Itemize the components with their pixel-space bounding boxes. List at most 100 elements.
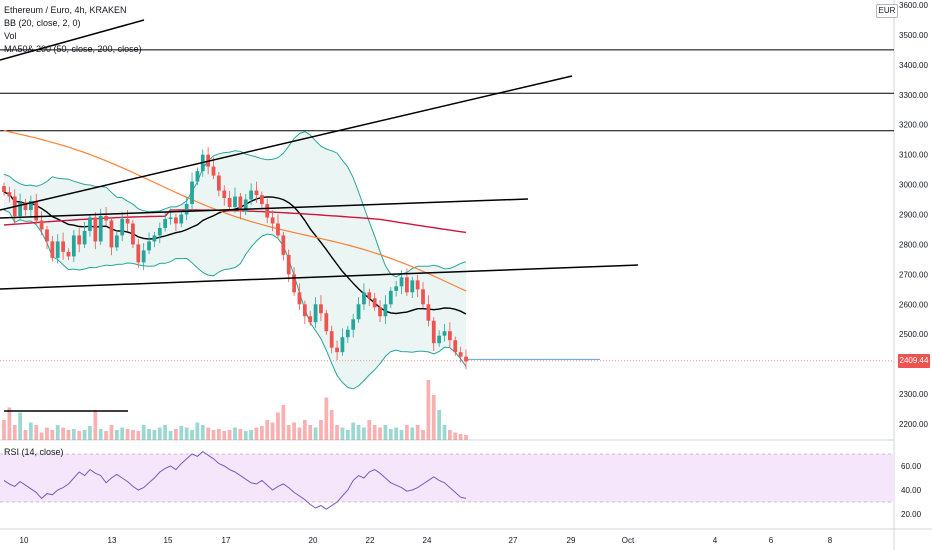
volume-bar <box>222 431 227 440</box>
time-tick-label: Oct <box>622 536 635 545</box>
candle-body <box>329 331 334 348</box>
volume-bar <box>71 429 76 440</box>
rsi-legend[interactable]: RSI (14, close) <box>4 447 64 457</box>
bb-legend[interactable]: BB (20, close, 2, 0) <box>4 18 81 28</box>
rsi-band <box>0 454 894 502</box>
volume-bar <box>399 430 404 440</box>
bb-fill <box>4 131 466 389</box>
candle-body <box>18 202 22 216</box>
volume-bar <box>131 430 135 440</box>
volume-bar <box>168 431 173 440</box>
volume-bar <box>394 427 399 440</box>
time-tick-label: 17 <box>222 536 231 545</box>
volume-bar <box>45 427 49 440</box>
candle-body <box>152 235 157 242</box>
price-tick-label: 2300.00 <box>899 390 928 399</box>
volume-bar <box>39 432 44 440</box>
candle-body <box>77 235 82 245</box>
rsi-tick-label: 40.00 <box>901 486 922 495</box>
volume-bar <box>238 429 243 440</box>
candle-body <box>340 337 345 353</box>
volume-bar <box>297 427 302 440</box>
volume-bar <box>217 429 221 440</box>
candle-body <box>367 292 372 299</box>
candle-body <box>308 316 313 323</box>
candle-body <box>82 230 87 245</box>
candle-body <box>372 298 377 308</box>
volume-bar <box>431 395 436 440</box>
volume-bar <box>254 427 259 440</box>
time-axis[interactable]: 10 13 15 17 20 22 24 27 29 Oct 4 6 8 <box>20 536 833 545</box>
vol-legend[interactable]: Vol <box>4 31 17 41</box>
volume-bar <box>415 425 420 440</box>
volume-bar <box>356 425 361 440</box>
price-tick-label: 2200.00 <box>899 420 928 429</box>
currency-badge[interactable]: EUR <box>876 4 898 18</box>
candle-body <box>2 186 6 193</box>
rsi-tick-label: 20.00 <box>901 510 922 519</box>
candle-body <box>286 254 291 275</box>
candle-body <box>23 202 28 211</box>
bb-lower-band <box>3 209 467 390</box>
candle-body <box>131 223 135 245</box>
volume-bar <box>319 420 323 440</box>
candle-body <box>222 190 227 199</box>
candle-body <box>243 199 248 212</box>
volume-bar <box>324 397 329 440</box>
candle-body <box>88 217 92 231</box>
candle-body <box>98 215 103 242</box>
volume-bar <box>453 432 458 440</box>
candle-body <box>120 218 125 236</box>
volume-bar <box>388 429 393 440</box>
volume-bar <box>157 427 162 440</box>
candle-body <box>254 190 259 196</box>
volume-bar <box>378 427 382 440</box>
rsi-axis: 20.00 40.00 60.00 <box>901 462 922 519</box>
last-price-label: 2409.44 <box>898 354 930 368</box>
volume-bar <box>437 410 442 440</box>
volume-bar <box>227 430 232 440</box>
trend-line <box>0 19 145 61</box>
volume-bar <box>66 430 71 440</box>
volume-bar <box>421 430 425 440</box>
volume-bar <box>464 435 468 440</box>
candle-body <box>45 229 49 242</box>
volume-bar <box>18 412 22 440</box>
candle-body <box>61 241 65 252</box>
candle-body <box>125 218 130 224</box>
volume-bar <box>2 420 6 440</box>
time-tick-label: 13 <box>108 536 117 545</box>
trend-lines[interactable] <box>0 19 639 412</box>
candle-body <box>7 192 12 197</box>
volume-bar <box>23 430 28 440</box>
volume-bar <box>184 427 189 440</box>
volume-bar <box>405 425 409 440</box>
volume-bar <box>61 427 65 440</box>
volume-bar <box>302 420 307 440</box>
symbol-title[interactable]: Ethereum / Euro, 4h, KRAKEN <box>4 5 127 15</box>
volume-bar <box>329 410 334 440</box>
candle-body <box>174 217 178 224</box>
volume-bar <box>120 427 125 440</box>
volume-bar <box>426 380 431 440</box>
candle-body <box>448 331 452 341</box>
volume-bar <box>249 430 253 440</box>
candle-body <box>437 335 442 344</box>
volume-bar <box>286 425 291 440</box>
price-tick-label: 2800.00 <box>899 240 928 249</box>
volume-bar <box>367 420 372 440</box>
ma-legend[interactable]: MA50& 200 (50, close, 200, close) <box>4 44 142 54</box>
volume-bar <box>448 430 452 440</box>
candle-body <box>71 235 76 257</box>
candle-body <box>345 329 350 338</box>
rsi-tick-label: 60.00 <box>901 462 922 471</box>
volume-bar <box>12 425 17 440</box>
candle-body <box>147 241 151 251</box>
volume-bars <box>2 380 468 440</box>
candle-body <box>141 250 146 263</box>
bollinger-bands <box>3 131 467 390</box>
candle-body <box>104 215 108 221</box>
candle-body <box>292 274 296 293</box>
candle-body <box>28 201 33 211</box>
